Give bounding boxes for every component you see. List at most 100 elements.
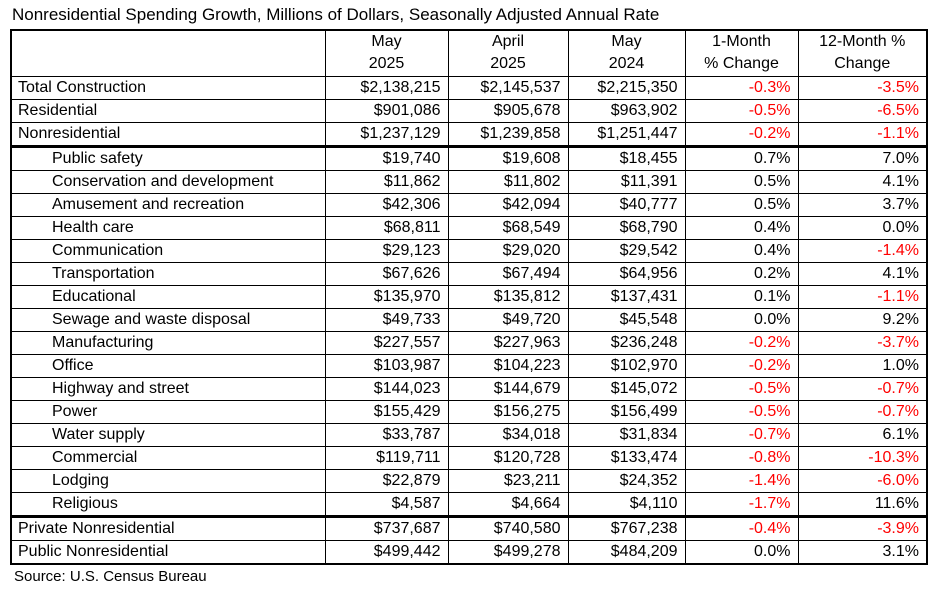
cell-value: 0.0%	[797, 215, 928, 240]
cell-value: $2,138,215	[324, 75, 449, 100]
cell-value: $767,238	[567, 515, 686, 541]
cell-value: 3.1%	[797, 539, 928, 564]
table-row: Public Nonresidential $499,442 $499,278 $48…	[10, 539, 928, 564]
cell-value: 0.2%	[684, 261, 799, 286]
cell-value: 0.4%	[684, 215, 799, 240]
header-row: May 2025 April 2025 May 2024 1-Month % C…	[10, 29, 928, 77]
row-label: Nonresidential	[10, 121, 326, 148]
cell-value: $34,018	[447, 422, 569, 447]
row-label: Total Construction	[10, 75, 326, 100]
cell-value: $120,728	[447, 445, 569, 470]
cell-value: $227,557	[324, 330, 449, 355]
row-label: Manufacturing	[10, 330, 326, 355]
table-row: Conservation and development $11,862 $11,8…	[10, 169, 928, 194]
cell-value: $145,072	[567, 376, 686, 401]
table-row: Commercial $119,711 $120,728 $133,474 -0.8% -…	[10, 445, 928, 470]
cell-value: 1.0%	[797, 353, 928, 378]
cell-value: $4,664	[447, 491, 569, 518]
cell-value: $144,023	[324, 376, 449, 401]
header-cell-label	[10, 29, 326, 77]
table-row: Educational $135,970 $135,812 $137,431 0.1% -…	[10, 284, 928, 309]
cell-value: -0.7%	[684, 422, 799, 447]
cell-value: $135,812	[447, 284, 569, 309]
cell-value: $901,086	[324, 98, 449, 123]
cell-value: -1.1%	[797, 121, 928, 148]
row-label: Office	[10, 353, 326, 378]
cell-value: 3.7%	[797, 192, 928, 217]
cell-value: -1.7%	[684, 491, 799, 518]
table-row: Sewage and waste disposal $49,733 $49,720 $…	[10, 307, 928, 332]
cell-value: $104,223	[447, 353, 569, 378]
cell-value: 4.1%	[797, 169, 928, 194]
table-row: Private Nonresidential $737,687 $740,580 $7…	[10, 515, 928, 541]
row-label: Religious	[10, 491, 326, 518]
cell-value: 11.6%	[797, 491, 928, 518]
table-row: Nonresidential $1,237,129 $1,239,858 $1,251…	[10, 121, 928, 148]
table-body: Total Construction $2,138,215 $2,145,537 $2…	[10, 75, 928, 564]
cell-value: 0.0%	[684, 539, 799, 564]
cell-value: $740,580	[447, 515, 569, 541]
cell-value: 7.0%	[797, 145, 928, 171]
cell-value: $29,542	[567, 238, 686, 263]
cell-value: 0.5%	[684, 169, 799, 194]
cell-value: $18,455	[567, 145, 686, 171]
cell-value: -3.7%	[797, 330, 928, 355]
source-note: Source: U.S. Census Bureau	[14, 567, 207, 585]
cell-value: $1,251,447	[567, 121, 686, 148]
cell-value: $156,499	[567, 399, 686, 424]
row-label: Residential	[10, 98, 326, 123]
cell-value: $499,442	[324, 539, 449, 564]
cell-value: $133,474	[567, 445, 686, 470]
table-row: Office $103,987 $104,223 $102,970 -0.2% 1.0%	[10, 353, 928, 378]
cell-value: 0.4%	[684, 238, 799, 263]
cell-value: $155,429	[324, 399, 449, 424]
cell-value: -0.7%	[797, 399, 928, 424]
row-label: Power	[10, 399, 326, 424]
cell-value: $103,987	[324, 353, 449, 378]
cell-value: -10.3%	[797, 445, 928, 470]
header-cell-12-month-change: 12-Month % Change	[797, 29, 928, 77]
cell-value: $2,145,537	[447, 75, 569, 100]
header-cell-april-2025: April 2025	[447, 29, 569, 77]
cell-value: $33,787	[324, 422, 449, 447]
table-row: Public safety $19,740 $19,608 $18,455 0.7% 7.…	[10, 145, 928, 171]
cell-value: -0.2%	[684, 121, 799, 148]
cell-value: -0.5%	[684, 98, 799, 123]
cell-value: -0.7%	[797, 376, 928, 401]
cell-value: -3.9%	[797, 515, 928, 541]
cell-value: -0.8%	[684, 445, 799, 470]
row-label: Amusement and recreation	[10, 192, 326, 217]
cell-value: -0.2%	[684, 330, 799, 355]
row-label: Public Nonresidential	[10, 539, 326, 564]
cell-value: -3.5%	[797, 75, 928, 100]
cell-value: -1.1%	[797, 284, 928, 309]
cell-value: $67,626	[324, 261, 449, 286]
cell-value: $22,879	[324, 468, 449, 493]
cell-value: $45,548	[567, 307, 686, 332]
cell-value: -0.5%	[684, 399, 799, 424]
cell-value: $24,352	[567, 468, 686, 493]
row-label: Water supply	[10, 422, 326, 447]
table-row: Total Construction $2,138,215 $2,145,537 $2…	[10, 75, 928, 100]
cell-value: $144,679	[447, 376, 569, 401]
cell-value: $68,811	[324, 215, 449, 240]
spending-table: May 2025 April 2025 May 2024 1-Month % C…	[10, 29, 928, 565]
cell-value: $64,956	[567, 261, 686, 286]
cell-value: -1.4%	[684, 468, 799, 493]
cell-value: $29,123	[324, 238, 449, 263]
cell-value: -6.5%	[797, 98, 928, 123]
cell-value: -0.3%	[684, 75, 799, 100]
table-row: Power $155,429 $156,275 $156,499 -0.5% -0.7%	[10, 399, 928, 424]
cell-value: $40,777	[567, 192, 686, 217]
header-cell-1-month-change: 1-Month % Change	[684, 29, 799, 77]
cell-value: $29,020	[447, 238, 569, 263]
cell-value: $227,963	[447, 330, 569, 355]
cell-value: $19,608	[447, 145, 569, 171]
cell-value: -0.5%	[684, 376, 799, 401]
row-label: Highway and street	[10, 376, 326, 401]
cell-value: -6.0%	[797, 468, 928, 493]
cell-value: $737,687	[324, 515, 449, 541]
table-row: Religious $4,587 $4,664 $4,110 -1.7% 11.6%	[10, 491, 928, 518]
table-row: Manufacturing $227,557 $227,963 $236,248 -0.…	[10, 330, 928, 355]
